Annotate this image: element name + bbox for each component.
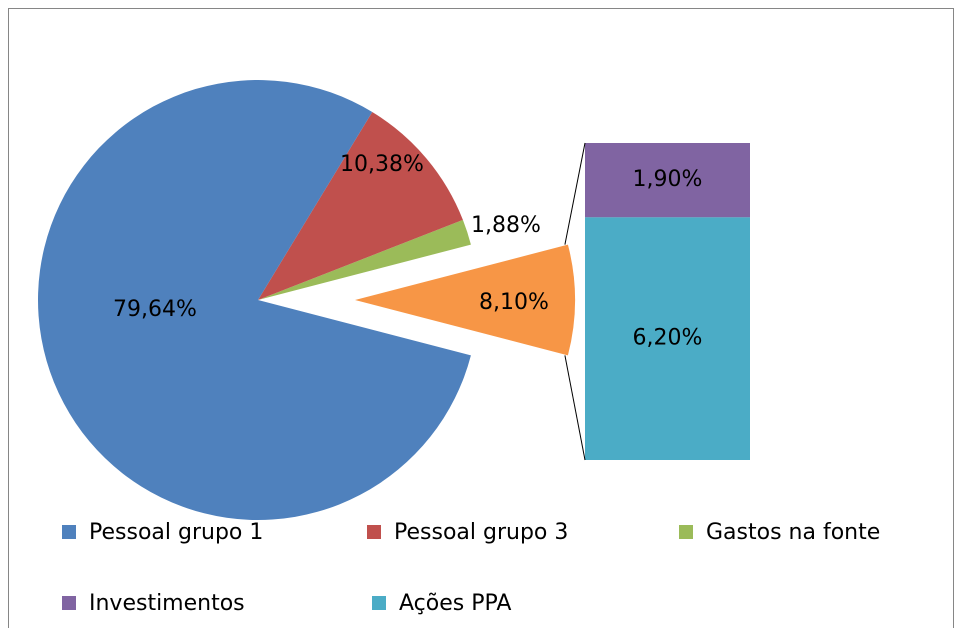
legend-label: Gastos na fonte: [706, 520, 880, 545]
pie-slice: [258, 219, 471, 300]
legend-label: Pessoal grupo 1: [89, 520, 263, 545]
bar-segment: [585, 217, 750, 460]
legend-swatch: [367, 525, 381, 539]
pie-slice: [37, 79, 471, 520]
legend-label: Pessoal grupo 3: [394, 520, 568, 545]
legend-swatch: [372, 596, 386, 610]
data-label: 1,88%: [471, 213, 541, 238]
legend-label: Ações PPA: [399, 591, 511, 616]
data-label: 79,64%: [113, 297, 197, 322]
legend-swatch: [62, 525, 76, 539]
legend-swatch: [62, 596, 76, 610]
connector-line: [564, 355, 586, 461]
data-label: 8,10%: [479, 290, 549, 315]
legend-swatch: [679, 525, 693, 539]
pie-slice: [355, 244, 576, 356]
connector-line: [564, 142, 586, 245]
pie-slice: [258, 111, 463, 300]
chart-border: [8, 8, 954, 628]
legend-label: Investimentos: [89, 591, 245, 616]
data-label: 6,20%: [633, 326, 703, 351]
bar-segment: [585, 143, 750, 218]
data-label: 1,90%: [633, 167, 703, 192]
data-label: 10,38%: [340, 152, 424, 177]
